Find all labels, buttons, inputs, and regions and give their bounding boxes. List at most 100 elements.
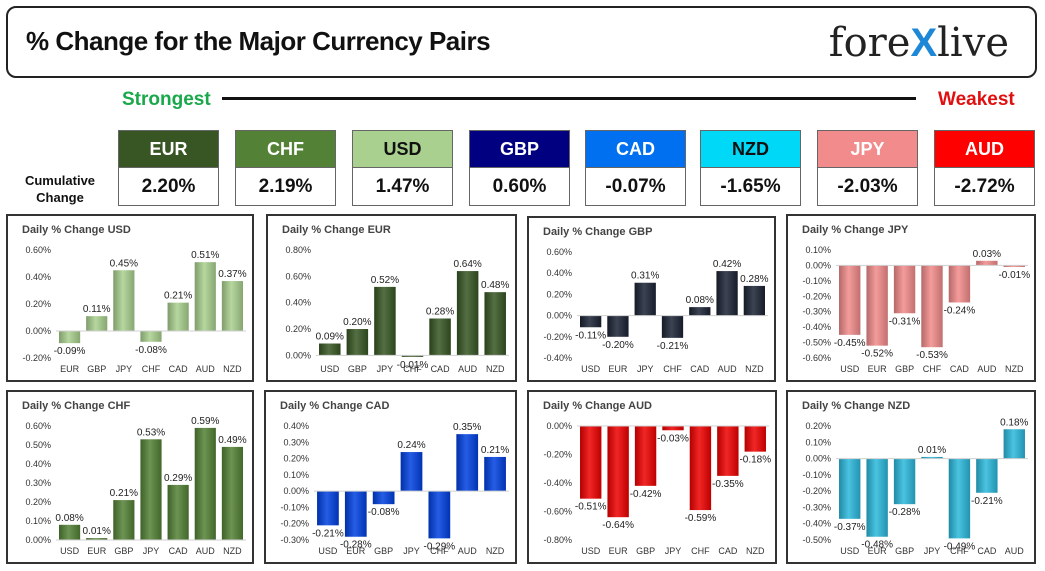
- data-label: -0.31%: [889, 316, 921, 327]
- bar: [113, 270, 135, 331]
- data-label: 0.21%: [164, 291, 192, 302]
- x-tick-label: CHF: [691, 546, 710, 556]
- x-tick-label: CHF: [142, 364, 161, 374]
- data-label: -0.18%: [739, 455, 771, 466]
- bar: [976, 458, 998, 493]
- chart-panel-jpy: Daily % Change JPY 0.10% 0.00% -0.10% -0.20%…: [786, 214, 1036, 382]
- y-tick-label: 0.60%: [25, 421, 51, 431]
- currency-cumulative-change: 0.60%: [470, 168, 569, 205]
- bar: [429, 318, 451, 356]
- logo-x: X: [910, 21, 938, 65]
- currency-box-cad: CAD -0.07%: [585, 130, 686, 206]
- chart-panel-aud: Daily % Change AUD 0.00% -0.20% -0.40% -0.60…: [527, 390, 777, 564]
- bar: [319, 343, 341, 356]
- weakest-label: Weakest: [938, 89, 1015, 110]
- data-label: -0.03%: [657, 433, 689, 444]
- data-label: -0.01%: [397, 360, 429, 371]
- currency-cumulative-change: -0.07%: [586, 168, 685, 205]
- bar: [580, 315, 602, 328]
- data-label: 0.08%: [686, 295, 714, 306]
- x-tick-label: USD: [840, 364, 860, 374]
- data-label: 0.21%: [110, 488, 138, 499]
- data-label: 0.28%: [426, 306, 454, 317]
- bar: [221, 446, 244, 540]
- x-tick-label: EUR: [868, 364, 888, 374]
- x-tick-label: CAD: [169, 546, 189, 556]
- currency-code: USD: [353, 131, 452, 168]
- data-label: 0.28%: [740, 274, 768, 285]
- x-tick-label: EUR: [87, 546, 107, 556]
- currency-code: CHF: [236, 131, 335, 168]
- chart-svg: Daily % Change NZD 0.20% 0.10% 0.00% -0.10% -…: [802, 400, 1029, 556]
- data-label: -0.21%: [657, 341, 689, 352]
- data-label: 0.09%: [316, 332, 344, 343]
- bar: [662, 426, 684, 431]
- data-label: 0.18%: [1000, 417, 1028, 428]
- bar: [634, 426, 657, 486]
- bar: [140, 331, 162, 342]
- data-label: -0.28%: [889, 507, 921, 518]
- bar: [167, 484, 189, 540]
- bar: [374, 286, 396, 356]
- data-label: -0.28%: [340, 540, 372, 551]
- currency-box-nzd: NZD -1.65%: [700, 130, 801, 206]
- y-tick-label: -0.20%: [543, 450, 572, 460]
- y-tick-label: 0.40%: [25, 272, 51, 282]
- x-tick-label: NZD: [223, 364, 242, 374]
- y-tick-label: 0.10%: [283, 470, 309, 480]
- data-label: 0.24%: [397, 440, 425, 451]
- x-tick-label: USD: [581, 546, 601, 556]
- data-label: 0.01%: [918, 445, 946, 456]
- y-tick-label: 0.30%: [25, 478, 51, 488]
- chart-svg: Daily % Change JPY 0.10% 0.00% -0.10% -0.20%…: [802, 224, 1030, 374]
- bar: [86, 316, 108, 331]
- bar: [484, 456, 506, 492]
- y-tick-label: 0.20%: [546, 289, 572, 299]
- bar: [839, 458, 861, 519]
- bar: [140, 439, 162, 540]
- y-tick-label: 0.00%: [25, 535, 51, 545]
- x-tick-label: AUD: [718, 364, 738, 374]
- x-tick-label: GBP: [895, 364, 914, 374]
- x-tick-label: USD: [581, 364, 601, 374]
- y-tick-label: -0.60%: [802, 353, 831, 363]
- chart-title: Daily % Change USD: [22, 224, 131, 236]
- y-tick-label: -0.10%: [280, 502, 309, 512]
- x-tick-label: GBP: [636, 546, 655, 556]
- x-tick-label: EUR: [60, 364, 80, 374]
- x-tick-label: JPY: [143, 546, 160, 556]
- chart-panel-chf: Daily % Change CHF 0.60% 0.50% 0.40% 0.30% 0.…: [6, 390, 254, 564]
- currency-code: GBP: [470, 131, 569, 168]
- data-label: 0.29%: [164, 473, 192, 484]
- currency-box-usd: USD 1.47%: [352, 130, 453, 206]
- bar: [866, 458, 888, 537]
- data-label: -0.53%: [916, 350, 948, 361]
- data-label: 0.53%: [137, 427, 165, 438]
- chart-title: Daily % Change GBP: [543, 226, 652, 238]
- y-tick-label: 0.10%: [805, 245, 831, 255]
- data-label: 0.11%: [83, 304, 111, 315]
- currency-cumulative-change: 2.19%: [236, 168, 335, 205]
- chart-panel-nzd: Daily % Change NZD 0.20% 0.10% 0.00% -0.10% -…: [786, 390, 1036, 564]
- x-tick-label: CHF: [403, 364, 422, 374]
- bar: [893, 265, 916, 314]
- logo-text-right: live: [937, 20, 1009, 66]
- y-tick-label: 0.40%: [25, 459, 51, 469]
- currency-box-aud: AUD -2.72%: [934, 130, 1035, 206]
- header-banner: % Change for the Major Currency Pairs fo…: [6, 6, 1037, 78]
- bar: [689, 426, 712, 511]
- data-label: 0.03%: [973, 249, 1001, 260]
- data-label: -0.21%: [971, 496, 1003, 507]
- bar: [893, 458, 916, 505]
- x-tick-label: AUD: [196, 546, 216, 556]
- data-label: 0.35%: [453, 422, 481, 433]
- bar: [839, 265, 861, 335]
- y-tick-label: 0.00%: [805, 454, 831, 464]
- y-tick-label: 0.30%: [283, 437, 309, 447]
- chart-panel-gbp: Daily % Change GBP 0.60% 0.40% 0.20% 0.00% -0…: [527, 216, 776, 382]
- y-tick-label: 0.20%: [285, 324, 311, 334]
- data-label: 0.51%: [191, 250, 219, 261]
- data-label: -0.08%: [368, 507, 400, 518]
- bar: [401, 355, 424, 357]
- bar: [1003, 265, 1025, 267]
